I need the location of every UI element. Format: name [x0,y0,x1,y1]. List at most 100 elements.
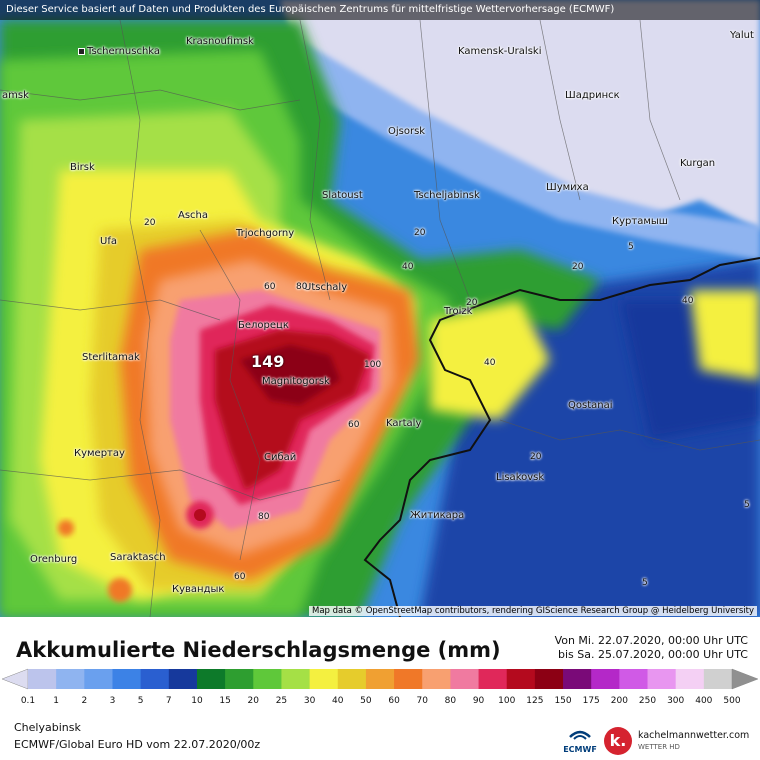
site-subtitle: WETTER HD [638,743,680,751]
city-label: Кумертау [74,448,125,459]
scale-tick-label: 7 [165,696,172,706]
scale-tick-label: 10 [191,696,203,706]
city-label: amsk [2,90,29,101]
city-label: Yalut [730,30,754,41]
city-label: Белорецк [238,320,289,331]
contour-label: 20 [144,218,156,228]
scale-swatch [196,669,226,689]
city-label: Slatoust [322,190,363,201]
contour-label: 20 [530,452,542,462]
city-label: Troizk [444,306,473,317]
ecmwf-logo: ECMWF [560,727,600,757]
contour-label: 60 [348,420,360,430]
scale-arrow-left [1,668,29,690]
location-label: Chelyabinsk [14,721,81,734]
scale-swatch [337,669,367,689]
scale-swatch [253,669,282,689]
contour-label: 40 [682,296,694,306]
contour-label: 20 [466,298,478,308]
scale-tick-label: 2 [81,696,88,706]
city-label: Шадринск [565,90,620,101]
scale-tick-label: 15 [219,696,231,706]
ecmwf-icon [569,730,591,740]
scale-arrow-right [731,668,759,690]
precipitation-field [0,0,760,617]
scale-swatch [450,669,480,689]
contour-label: 5 [744,500,750,510]
contour-label: 20 [572,262,584,272]
scale-swatch [28,669,57,689]
scale-tick-label: 500 [723,696,741,706]
scale-swatch [647,669,677,689]
period-to: bis Sa. 25.07.2020, 00:00 Uhr UTC [557,648,748,661]
city-label: Житикара [410,510,465,521]
scale-tick-label: 100 [498,696,516,706]
scale-tick-label: 200 [610,696,628,706]
contour-label: 100 [364,360,382,370]
scale-tick-label: 80 [444,696,457,706]
scale-tick-label: 1 [53,696,60,706]
scale-swatch [619,669,649,689]
scale-swatch [563,669,592,689]
city-label: Trjochgorny [236,228,295,239]
contour-label: 40 [402,262,414,272]
contour-label: 60 [264,282,276,292]
city-label: Tscheljabinsk [414,190,480,201]
scale-tick-label: 30 [303,696,316,706]
scale-swatch [281,669,311,689]
city-label: Шумиха [546,182,589,193]
scale-tick-label: 70 [416,696,428,706]
city-label: Ojsorsk [388,126,426,137]
city-label: Magnitogorsk [262,376,330,387]
scale-swatch [56,669,85,689]
scale-tick-label: 125 [526,696,544,706]
legend-title: Akkumulierte Niederschlagsmenge (mm) [16,638,501,662]
city-label: Utschaly [304,282,348,293]
scale-swatch [422,669,451,689]
scale-swatch [84,669,113,689]
scale-tick-label: 25 [275,696,288,706]
scale-swatch [112,669,142,689]
scale-tick-label: 40 [332,696,344,706]
scale-tick-label: 0.1 [20,696,36,706]
scale-swatch [309,669,339,689]
forecast-period: Von Mi. 22.07.2020, 00:00 Uhr UTC bis Sa… [555,634,748,662]
site-name: kachelmannwetter.com [638,730,750,741]
max-precipitation-label: 149 [251,352,285,371]
scale-tick-label: 300 [667,696,685,706]
color-scale-ticks: 0.1 1 2 3 5 7 10 15 20 25 30 40 50 60 70 80 90 100 125 150 1… [0,696,760,710]
contour-label: 80 [296,282,308,292]
city-label: Куртамыш [612,216,668,227]
scale-tick-label: 150 [554,696,572,706]
scale-swatch [478,669,508,689]
city-label: Ufa [100,236,117,247]
contour-label: 20 [414,228,426,238]
contour-label: 5 [642,578,648,588]
kachelmannwetter-logo[interactable]: k. kachelmannwetter.com WETTER HD [604,727,754,757]
scale-tick-label: 175 [582,696,600,706]
kachelmann-k-icon: k. [604,727,632,755]
scale-tick-label: 60 [388,696,400,706]
scale-swatch [534,669,564,689]
data-source-banner: Dieser Service basiert auf Daten und Pro… [0,0,760,20]
city-label: Lisakovsk [496,472,545,483]
precipitation-map[interactable]: Dieser Service basiert auf Daten und Pro… [0,0,760,617]
model-run-label: ECMWF/Global Euro HD vom 22.07.2020/00z [14,738,261,751]
city-label: Сибай [264,452,297,463]
city-label: Orenburg [30,554,78,565]
color-scale-bar [1,668,759,690]
city-label: Birsk [70,162,95,173]
city-label: Sterlitamak [82,352,140,363]
city-label: Kurgan [680,158,716,169]
period-from: Von Mi. 22.07.2020, 00:00 Uhr UTC [554,634,748,647]
scale-tick-label: 50 [360,696,372,706]
map-attribution: Map data © OpenStreetMap contributors, r… [309,606,757,616]
city-label: Qostanai [568,400,613,411]
scale-tick-label: 250 [638,696,657,706]
scale-swatch [168,669,198,689]
scale-tick-label: 400 [695,696,713,706]
scale-swatch [225,669,254,689]
city-label: Кувандык [172,584,225,595]
scale-swatch [394,669,423,689]
city-label: Kamensk-Uralski [458,46,542,57]
